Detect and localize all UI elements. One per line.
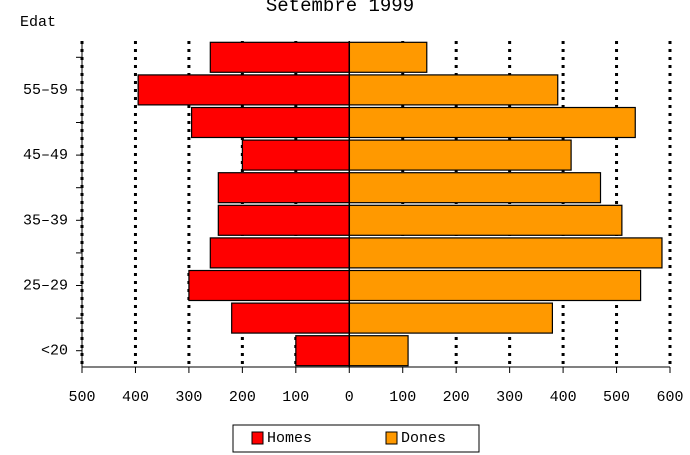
bar bbox=[295, 335, 350, 367]
bar bbox=[231, 302, 350, 334]
x-tick-label: 400 bbox=[550, 389, 577, 406]
x-tick-label: 100 bbox=[389, 389, 416, 406]
bar bbox=[348, 204, 623, 236]
x-tick-label: 300 bbox=[175, 389, 202, 406]
x-tick-label: 200 bbox=[229, 389, 256, 406]
bar bbox=[348, 302, 554, 334]
bar bbox=[190, 106, 350, 139]
y-tick-label: 45–49 bbox=[23, 147, 68, 164]
legend-label: Dones bbox=[401, 430, 446, 447]
y-tick-label: 25–29 bbox=[23, 277, 68, 294]
y-tick-label: 55–59 bbox=[23, 82, 68, 99]
bar bbox=[348, 106, 636, 139]
x-tick-label: 0 bbox=[345, 389, 354, 406]
bar bbox=[217, 204, 350, 236]
y-tick-label: <20 bbox=[41, 343, 68, 360]
legend-box bbox=[232, 424, 480, 453]
bar bbox=[348, 237, 663, 269]
x-tick-label: 100 bbox=[282, 389, 309, 406]
chart-title: Setembre 1999 bbox=[266, 0, 414, 17]
bar bbox=[137, 74, 350, 106]
bar bbox=[348, 41, 428, 73]
bar bbox=[241, 139, 350, 171]
y-tick-label: 35–39 bbox=[23, 212, 68, 229]
bar bbox=[209, 41, 350, 73]
x-tick-label: 500 bbox=[68, 389, 95, 406]
bar bbox=[209, 237, 350, 269]
bar bbox=[348, 335, 409, 367]
y-axis-label: Edat bbox=[20, 14, 56, 31]
x-tick-label: 400 bbox=[122, 389, 149, 406]
bar bbox=[348, 269, 642, 302]
x-tick-label: 600 bbox=[656, 389, 683, 406]
x-tick-label: 300 bbox=[496, 389, 523, 406]
bar bbox=[348, 74, 559, 106]
legend-swatch bbox=[251, 431, 264, 445]
legend-swatch bbox=[385, 431, 398, 445]
legend-label: Homes bbox=[267, 430, 312, 447]
bar bbox=[217, 172, 350, 204]
x-tick-label: 200 bbox=[443, 389, 470, 406]
bar bbox=[348, 139, 572, 171]
x-tick-label: 500 bbox=[603, 389, 630, 406]
bar bbox=[188, 269, 350, 302]
bar bbox=[348, 172, 602, 204]
